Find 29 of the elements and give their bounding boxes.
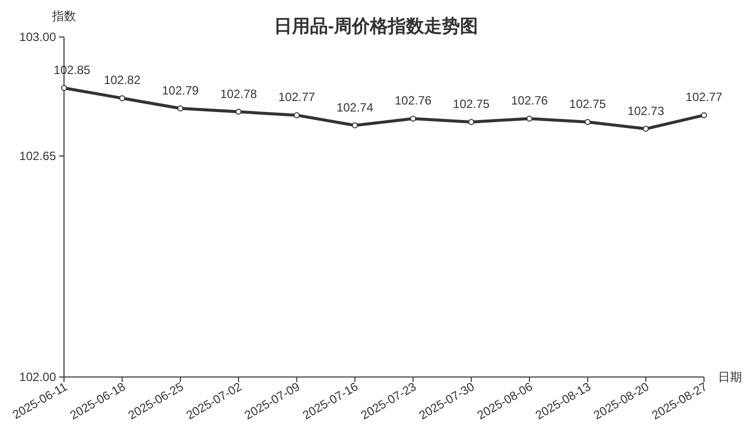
point	[642, 126, 649, 132]
y-tick-label: 102.00	[19, 370, 56, 384]
data-label: 102.77	[278, 90, 316, 104]
data-label: 102.75	[452, 97, 490, 111]
point	[352, 122, 358, 128]
data-label: 102.77	[686, 90, 723, 104]
point	[701, 112, 707, 118]
y-tick-label: 102.65	[19, 149, 56, 163]
data-label: 102.75	[569, 97, 606, 111]
point	[410, 116, 416, 122]
data-label: 102.73	[627, 104, 664, 118]
data-label: 102.76	[511, 94, 548, 108]
x-axis-title: 日期	[718, 370, 742, 384]
point	[584, 119, 591, 125]
point	[526, 116, 532, 122]
y-axis-title: 指数	[51, 9, 76, 23]
point	[468, 119, 474, 125]
point	[236, 108, 242, 115]
chart-title: 日用品-周价格指数走势图	[274, 16, 478, 36]
data-label: 102.76	[394, 94, 432, 108]
data-label: 102.82	[104, 73, 141, 88]
data-label: 102.78	[220, 86, 258, 101]
data-label: 102.74	[336, 100, 374, 114]
point	[119, 95, 126, 102]
point	[294, 112, 300, 118]
point	[61, 85, 67, 91]
point	[177, 105, 184, 112]
data-label: 102.79	[162, 83, 200, 98]
y-tick-label: 103.00	[19, 30, 56, 44]
